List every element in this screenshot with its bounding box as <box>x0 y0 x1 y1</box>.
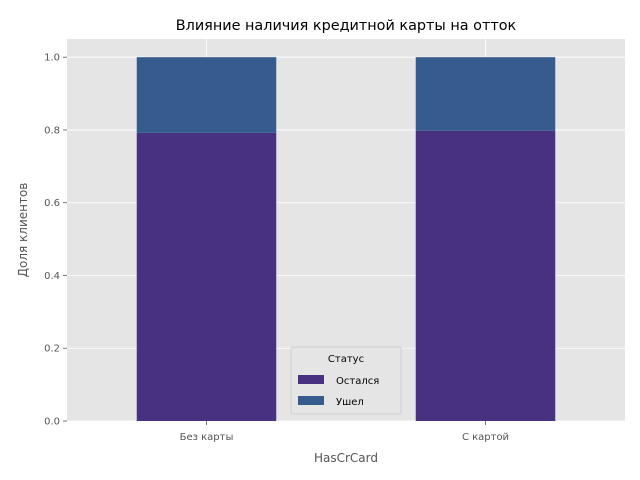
bars <box>136 57 556 421</box>
bar-segment-stayed <box>136 132 277 421</box>
legend-label: Остался <box>336 376 379 387</box>
bar-segment-stayed <box>415 130 556 421</box>
y-tick-label: 0.4 <box>44 271 60 282</box>
x-axis-label: HasCrCard <box>314 451 378 465</box>
y-tick-label: 0.8 <box>44 125 60 136</box>
chart-title: Влияние наличия кредитной карты на отток <box>176 18 517 34</box>
y-tick-label: 0.6 <box>44 198 60 209</box>
y-tick-label: 1.0 <box>44 53 60 64</box>
x-tick-label: С картой <box>462 432 509 443</box>
y-tick-label: 0.0 <box>44 417 60 428</box>
legend: Статус Остался Ушел <box>290 346 402 415</box>
legend-items: Остался Ушел <box>298 375 379 408</box>
legend-swatch <box>298 375 324 384</box>
legend-title: Статус <box>328 354 364 365</box>
bar-segment-churned <box>415 57 556 131</box>
legend-label: Ушел <box>336 397 364 408</box>
y-tick-label: 0.2 <box>44 344 60 355</box>
x-tick-label: Без карты <box>180 432 234 443</box>
legend-swatch <box>298 396 324 405</box>
bar-segment-churned <box>136 57 277 133</box>
y-axis-label: Доля клиентов <box>16 183 30 278</box>
tick-labels: 0.0 0.2 0.4 0.6 0.8 1.0 Без карты С картой <box>44 53 509 443</box>
